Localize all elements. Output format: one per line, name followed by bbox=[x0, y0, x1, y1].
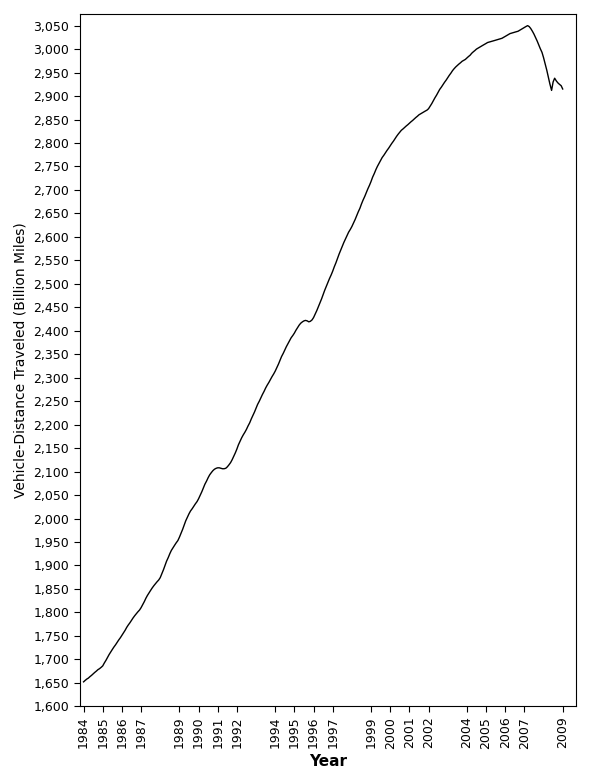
Y-axis label: Vehicle-Distance Traveled (Billion Miles): Vehicle-Distance Traveled (Billion Miles… bbox=[14, 222, 28, 498]
X-axis label: Year: Year bbox=[309, 754, 347, 769]
